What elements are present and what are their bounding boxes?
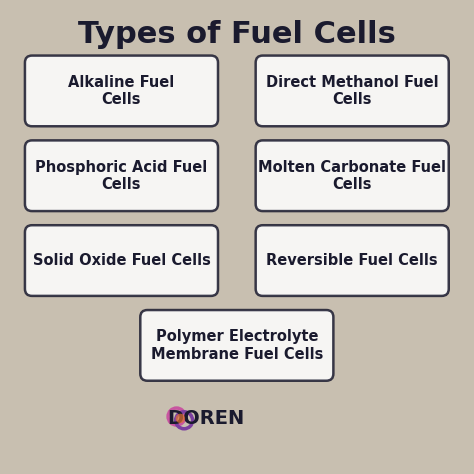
FancyBboxPatch shape <box>255 140 449 211</box>
Text: Solid Oxide Fuel Cells: Solid Oxide Fuel Cells <box>33 253 210 268</box>
Text: Molten Carbonate Fuel
Cells: Molten Carbonate Fuel Cells <box>258 160 446 192</box>
FancyBboxPatch shape <box>255 225 449 296</box>
FancyBboxPatch shape <box>25 140 218 211</box>
FancyBboxPatch shape <box>25 225 218 296</box>
FancyBboxPatch shape <box>140 310 333 381</box>
Text: DOREN: DOREN <box>168 409 245 428</box>
Text: Direct Methanol Fuel
Cells: Direct Methanol Fuel Cells <box>266 75 438 107</box>
FancyBboxPatch shape <box>25 55 218 126</box>
Text: Phosphoric Acid Fuel
Cells: Phosphoric Acid Fuel Cells <box>36 160 208 192</box>
Circle shape <box>176 414 185 423</box>
FancyBboxPatch shape <box>255 55 449 126</box>
Text: Reversible Fuel Cells: Reversible Fuel Cells <box>266 253 438 268</box>
Text: Alkaline Fuel
Cells: Alkaline Fuel Cells <box>68 75 174 107</box>
Text: Types of Fuel Cells: Types of Fuel Cells <box>78 20 396 49</box>
Text: Polymer Electrolyte
Membrane Fuel Cells: Polymer Electrolyte Membrane Fuel Cells <box>151 329 323 362</box>
